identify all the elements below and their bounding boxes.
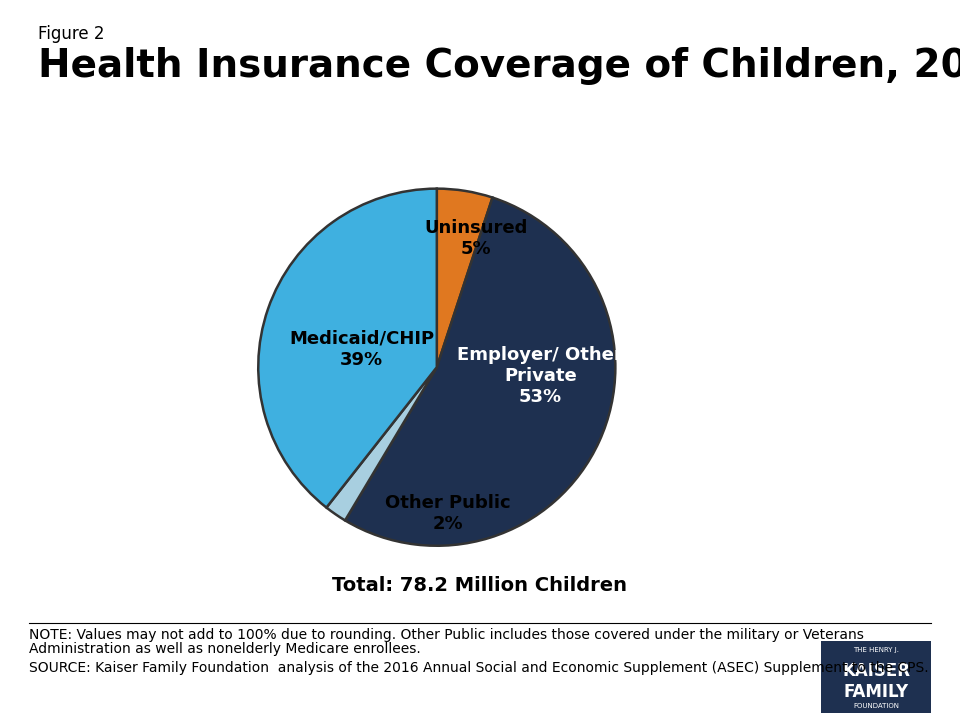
Text: FAMILY: FAMILY [844,683,908,701]
Wedge shape [345,197,615,546]
Text: KAISER: KAISER [842,662,910,680]
Text: SOURCE: Kaiser Family Foundation  analysis of the 2016 Annual Social and Economi: SOURCE: Kaiser Family Foundation analysi… [29,661,928,675]
Wedge shape [437,189,492,367]
Text: Employer/ Other
Private
53%: Employer/ Other Private 53% [458,346,623,406]
Text: Other Public
2%: Other Public 2% [385,494,511,533]
Text: Figure 2: Figure 2 [38,25,105,43]
Text: Uninsured
5%: Uninsured 5% [424,219,528,258]
Wedge shape [258,189,437,508]
Text: Health Insurance Coverage of Children, 2015: Health Insurance Coverage of Children, 2… [38,47,960,85]
Text: FOUNDATION: FOUNDATION [853,703,899,708]
Wedge shape [326,367,437,521]
Text: NOTE: Values may not add to 100% due to rounding. Other Public includes those co: NOTE: Values may not add to 100% due to … [29,628,864,642]
Text: THE HENRY J.: THE HENRY J. [853,647,899,652]
Text: Medicaid/CHIP
39%: Medicaid/CHIP 39% [289,330,434,369]
Text: Total: 78.2 Million Children: Total: 78.2 Million Children [332,576,628,595]
Text: Administration as well as nonelderly Medicare enrollees.: Administration as well as nonelderly Med… [29,642,420,656]
